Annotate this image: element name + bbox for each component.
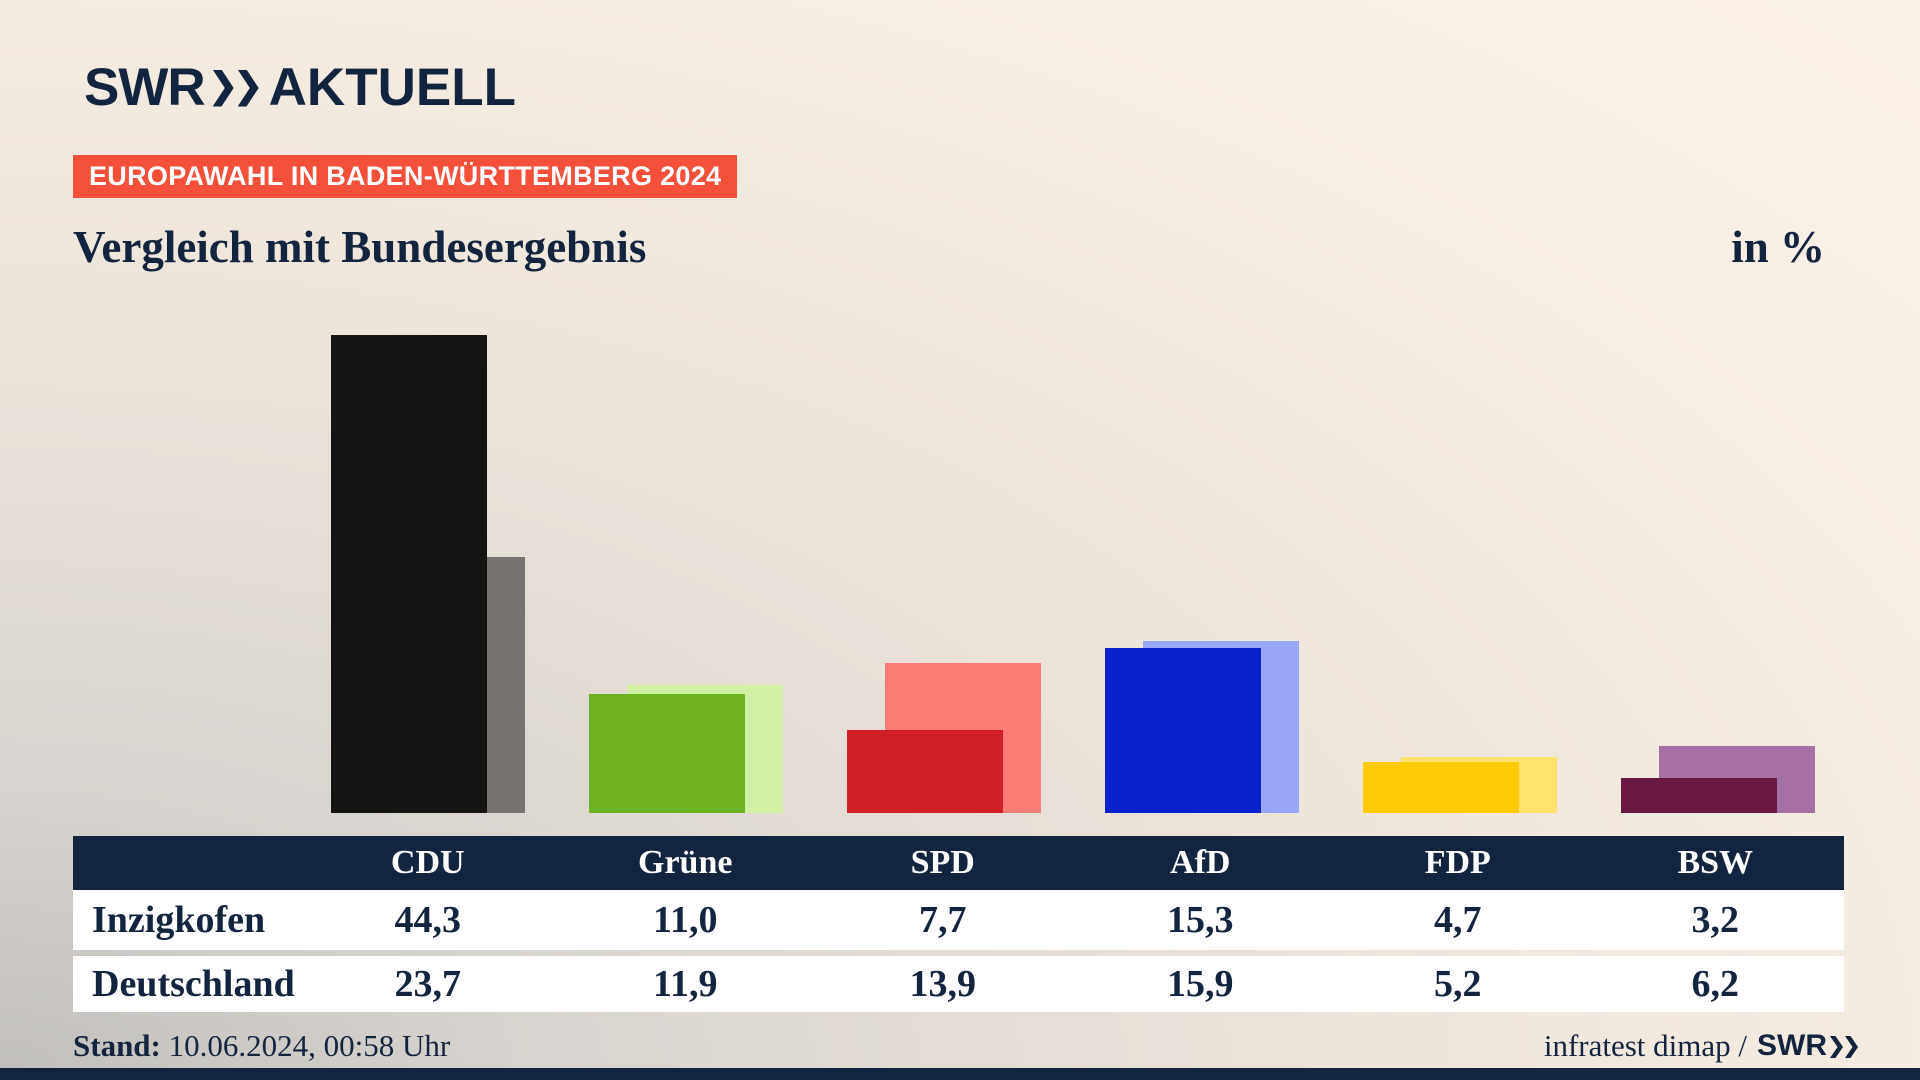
value-cell: 11,9 <box>653 963 718 1005</box>
logo-aktuell-text: AKTUELL <box>268 57 516 117</box>
unit-label: in % <box>1731 222 1825 272</box>
swr-aktuell-logo: SWR AKTUELL <box>84 61 516 114</box>
chart-title: Vergleich mit Bundesergebnis <box>73 222 647 272</box>
value-cell: 15,3 <box>1167 899 1234 941</box>
row-label: Inzigkofen <box>92 899 266 941</box>
logo-swr-text: SWR <box>84 57 206 117</box>
table-row-inzigkofen: Inzigkofen 44,3 11,0 7,7 15,3 4,7 3,2 <box>73 890 1844 950</box>
source-credit: infratest dimap / SWR <box>1544 1028 1858 1064</box>
value-cell: 6,2 <box>1691 963 1740 1005</box>
bar-grüne-inzigkofen <box>589 694 745 813</box>
table-header-bsw: BSW <box>1677 844 1754 881</box>
value-cell: 7,7 <box>919 899 967 941</box>
table-header-spd: SPD <box>910 844 975 881</box>
row-label: Deutschland <box>92 963 295 1005</box>
source-text: infratest dimap / <box>1543 1028 1747 1063</box>
bar-cdu-inzigkofen <box>331 334 487 813</box>
value-cell: 13,9 <box>909 963 977 1005</box>
table-header-cdu: CDU <box>390 844 465 881</box>
table-header-afd: AfD <box>1170 844 1231 881</box>
bottom-accent-bar <box>0 1068 1920 1080</box>
stand-value: 10.06.2024, 00:58 Uhr <box>160 1028 451 1063</box>
election-badge: EUROPAWAHL IN BADEN-WÜRTTEMBERG 2024 <box>73 155 738 198</box>
table-header-gruene: Grüne <box>638 844 733 881</box>
value-cell: 11,0 <box>653 899 718 941</box>
table-row-deutschland: Deutschland 23,7 11,9 13,9 15,9 5,2 6,2 <box>73 956 1844 1012</box>
swr-chevrons-icon <box>1830 1036 1858 1058</box>
table-header-row: CDU Grüne SPD AfD FDP BSW <box>73 836 1844 890</box>
table-header-fdp: FDP <box>1424 844 1491 881</box>
chevron-right-icon <box>1845 1036 1858 1058</box>
source-brand-swr: SWR <box>1757 1029 1827 1062</box>
value-cell: 5,2 <box>1434 963 1482 1005</box>
bar-bsw-inzigkofen <box>1621 778 1777 813</box>
bar-spd-inzigkofen <box>847 729 1003 813</box>
bar-afd-inzigkofen <box>1105 647 1261 813</box>
value-cell: 44,3 <box>394 899 462 941</box>
value-cell: 4,7 <box>1434 899 1482 941</box>
value-cell: 23,7 <box>394 963 462 1005</box>
swr-chevrons-icon <box>212 69 259 107</box>
value-cell: 3,2 <box>1691 899 1740 941</box>
bar-fdp-inzigkofen <box>1363 762 1519 813</box>
value-cell: 15,9 <box>1167 963 1234 1005</box>
stand-label: Stand: <box>73 1028 161 1063</box>
results-table: CDU Grüne SPD AfD FDP BSW Inzigkofen 44,… <box>73 836 1844 1012</box>
chevron-right-icon <box>1830 1036 1843 1058</box>
timestamp: Stand: 10.06.2024, 00:58 Uhr <box>73 1028 450 1064</box>
